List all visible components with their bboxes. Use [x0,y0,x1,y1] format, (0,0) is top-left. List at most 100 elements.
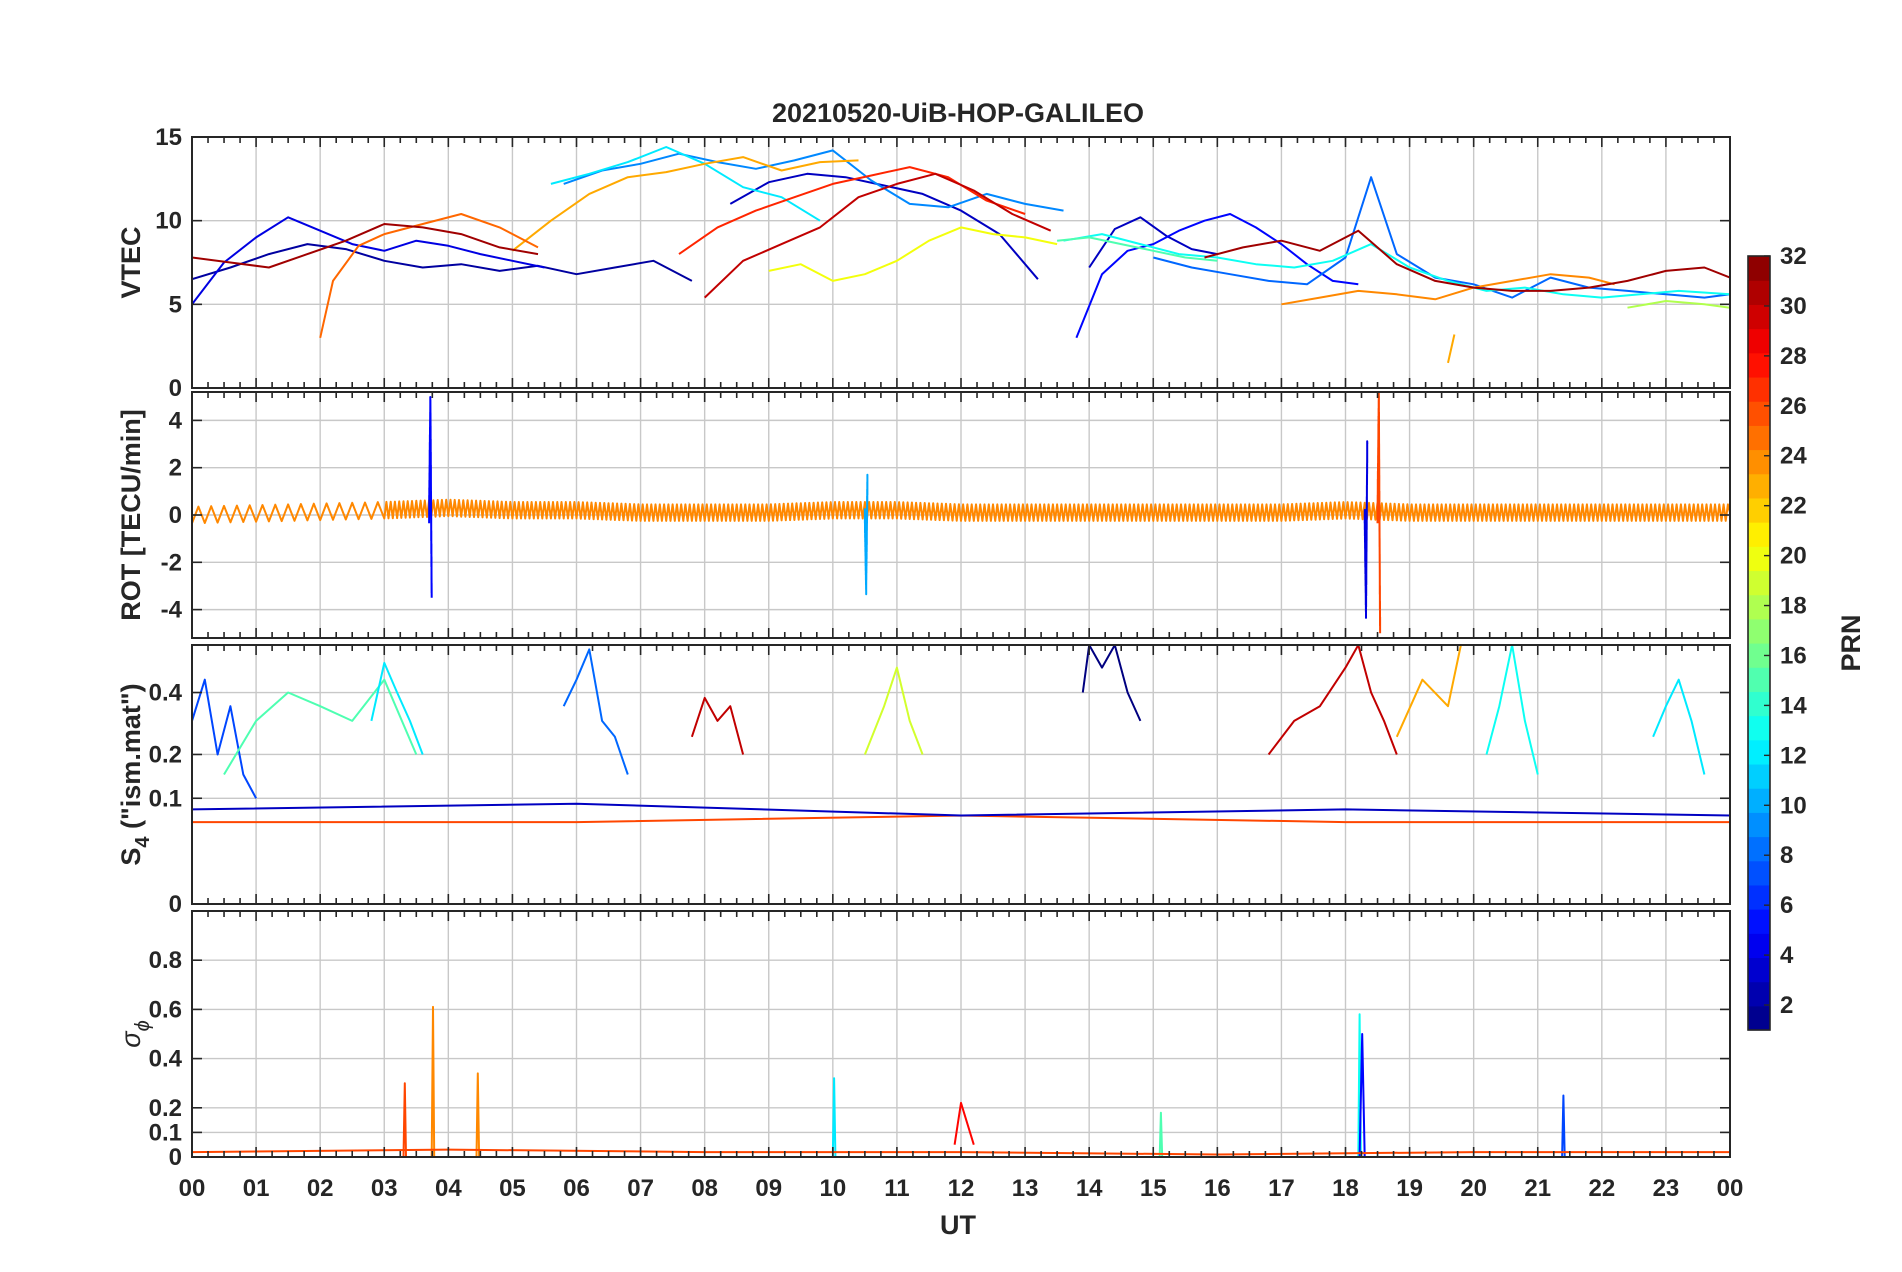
trace-prn-24 [430,1005,436,1157]
y-tick-label: 0.1 [149,1119,182,1146]
panel-s4: 0 0.1 0.2 0.4S4 ("ism.mat") [116,644,1731,918]
trace-prn-24 [192,498,1730,524]
x-tick-label: 08 [691,1175,718,1202]
x-tick-label: 01 [243,1175,270,1202]
colorbar-label: PRN [1836,614,1866,671]
trace-prn-18 [1627,300,1730,309]
colorbar-swatch [1748,691,1770,717]
chart-title: 20210520-UiB-HOP-GALILEO [772,98,1144,128]
trace-prn-7 [192,678,257,799]
trace-prn-12 [550,146,821,222]
trace-prn-15 [1056,236,1218,262]
trace-prn-7 [1561,1094,1566,1157]
y-tick-label: 5 [169,291,182,318]
trace-prn-24 [1281,273,1615,306]
colorbar-swatch [1748,618,1770,644]
colorbar-swatch [1748,328,1770,354]
colorbar-tick-label: 16 [1780,642,1807,669]
trace-prn-12 [1652,678,1706,775]
colorbar-swatch [1748,981,1770,1007]
colorbar-swatch [1748,256,1770,281]
colorbar-swatch [1748,473,1770,499]
traces-vtec [192,146,1730,364]
colorbar-tick-label: 14 [1780,692,1807,719]
colorbar-swatch [1748,884,1770,910]
colorbar-tick-label: 30 [1780,293,1807,320]
colorbar-swatch [1748,401,1770,426]
y-tick-label: 0.4 [149,680,183,707]
y-axis-label: VTEC [116,226,146,298]
colorbar-swatch [1748,909,1770,934]
y-tick-label: 15 [155,124,182,151]
y-tick-label: 0.2 [149,741,182,768]
colorbar-frame [1747,255,1771,1031]
panel-sigma: 00.10.2 0.4 0.6 0.8 σϕ [116,910,1731,1171]
y-tick-label: 0.6 [149,996,182,1023]
trace-prn-25 [319,213,539,339]
x-tick-label: 05 [499,1175,526,1202]
trace-prn-13 [1485,645,1539,775]
x-tick-label: 00 [179,1175,206,1202]
trace-prn-3 [729,172,1039,280]
trace-prn-30 [690,696,745,755]
trace-prn-13 [1063,233,1730,299]
trace-prn-5 [428,396,433,598]
trace-prn-19 [863,666,924,755]
y-tick-label: 0.8 [149,947,182,974]
y-tick-label: -4 [161,597,183,624]
trace-prn-5 [1075,213,1359,339]
panel-rot: -4 -2 0 2 4 ROT [TECU/min] [116,391,1731,639]
x-tick-label: 04 [435,1175,462,1202]
colorbar-swatch [1748,449,1770,475]
colorbar-swatch [1748,763,1770,789]
x-tick-label: 07 [627,1175,654,1202]
trace-prn-2 [192,243,693,282]
y-tick-label: 0 [169,502,182,529]
trace-prn-4 [1363,440,1369,619]
colorbar-swatch [1748,667,1770,692]
trace-prn-8 [1153,176,1730,299]
x-tick-label: 18 [1332,1175,1359,1202]
trace-prn-5 [1358,1033,1366,1157]
y-tick-label: 4 [169,407,183,434]
y-axis-label: σϕ [116,1020,154,1047]
trace-prn-26 [1376,392,1382,634]
colorbar-tick-label: 26 [1780,393,1807,420]
colorbar-tick-label: 24 [1780,443,1807,470]
colorbar-swatch [1748,304,1770,330]
trace-prn-28 [953,1101,975,1145]
colorbar-tick-label: 20 [1780,543,1807,570]
y-tick-label: 10 [155,208,182,235]
trace-prn-12 [370,661,424,755]
colorbar-swatch [1748,1005,1770,1031]
colorbar-tick-label: 12 [1780,742,1807,769]
trace-prn-31 [1204,229,1730,292]
y-tick-label: 0.4 [149,1046,183,1073]
colorbar-swatch [1748,643,1770,668]
trace-prn-23 [1395,645,1462,738]
colorbar-swatch [1748,546,1770,572]
trace-prn-4 [192,216,545,305]
y-axis-label: S4 ("ism.mat") [116,683,154,865]
colorbar-tick-label: 4 [1780,942,1794,969]
trace-prn-31 [192,223,539,269]
colorbar-tick-label: 28 [1780,343,1807,370]
colorbar-tick-label: 8 [1780,842,1793,869]
y-tick-label: 0.1 [149,785,182,812]
x-axis: 00 01 02 03 04 05 06 07 08 09 10 11 12 13 14 15 16 17 18 19… [179,1175,1744,1202]
trace-prn-27 [678,166,1026,255]
x-axis-label: UT [940,1210,976,1240]
y-tick-label: -2 [161,549,182,576]
x-tick-label: 22 [1588,1175,1615,1202]
colorbar-swatch [1748,933,1770,959]
x-tick-label: 16 [1204,1175,1231,1202]
trace-prn-3 [192,802,1730,817]
traces-s4 [192,645,1730,824]
colorbar-swatch [1748,280,1770,305]
x-tick-label: 09 [755,1175,782,1202]
x-tick-label: 03 [371,1175,398,1202]
x-tick-label: 12 [948,1175,975,1202]
trace-prn-15 [1158,1111,1164,1157]
